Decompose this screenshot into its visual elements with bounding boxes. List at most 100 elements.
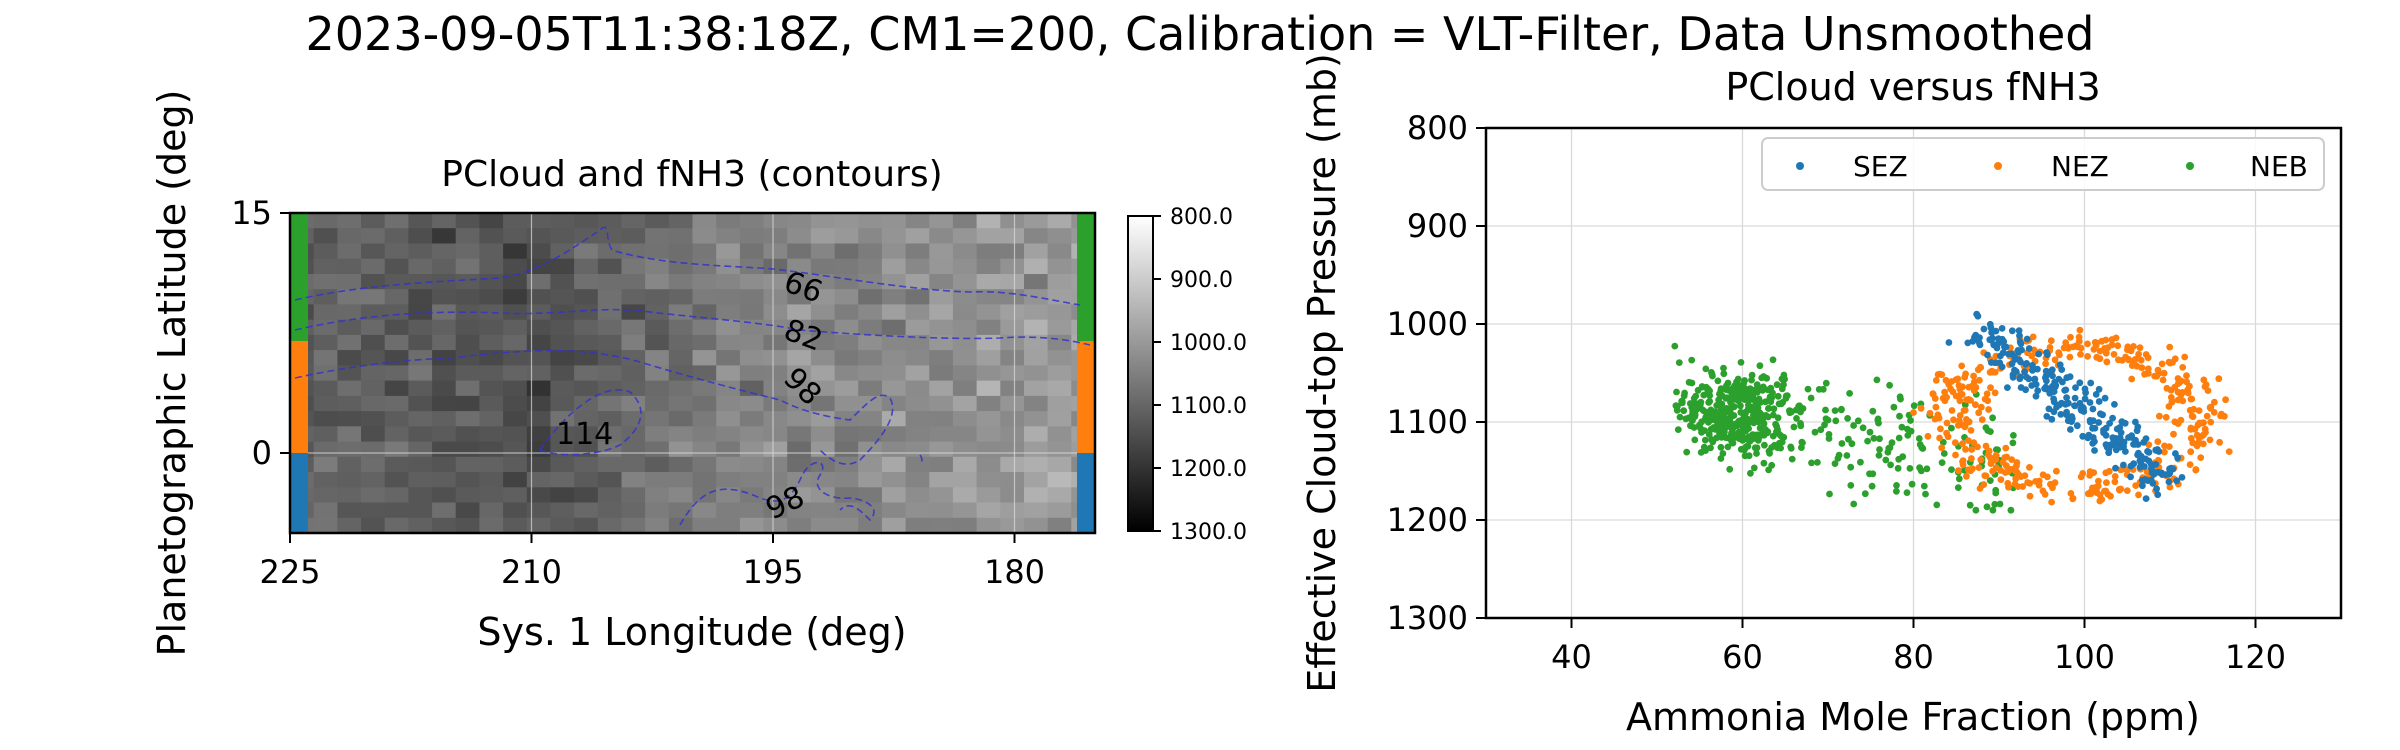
- scatter-point-neb: [1972, 506, 1980, 514]
- scatter-point-neb: [2009, 439, 2017, 447]
- scatter-point-neb: [1933, 501, 1941, 509]
- scatter-point-nez: [2051, 356, 2059, 364]
- heatmap-cell: [692, 258, 717, 275]
- heatmap-cell: [361, 456, 386, 473]
- heatmap-cell: [408, 426, 433, 443]
- scatter-point-sez: [2071, 394, 2079, 402]
- heatmap-cell: [479, 517, 504, 533]
- heatmap-cell: [787, 517, 812, 533]
- heatmap-cell: [361, 213, 386, 229]
- heatmap-cell: [597, 472, 623, 488]
- scatter-point-nez: [2222, 396, 2230, 404]
- scatter-legend: SEZ NEZ NEB: [1761, 137, 2325, 191]
- scatter-point-nez: [2171, 418, 2179, 426]
- scatter-point-neb: [1747, 469, 1754, 477]
- heatmap-cell: [858, 456, 883, 473]
- scatter-point-neb: [1671, 342, 1679, 350]
- scatter-point-neb: [1983, 503, 1991, 511]
- scatter-point-nez: [2177, 377, 2185, 385]
- scatter-point-neb: [1751, 431, 1759, 439]
- heatmap-cell: [810, 487, 836, 504]
- scatter-point-neb: [1773, 423, 1781, 430]
- heatmap-cell: [834, 228, 859, 244]
- heatmap-cell: [905, 456, 930, 473]
- heatmap-cell: [881, 350, 907, 366]
- heatmap-cell: [337, 441, 362, 458]
- heatmap-cell: [408, 213, 433, 229]
- heatmap-cell: [621, 380, 646, 397]
- latitude-band-bars: [290, 213, 1095, 533]
- heatmap-cell: [858, 426, 883, 443]
- heatmap-cell: [479, 426, 504, 443]
- scatter-point-sez: [2077, 406, 2085, 414]
- heatmap-cell: [645, 472, 670, 488]
- legend-label-neb: NEB: [2250, 150, 2308, 183]
- heatmap-cell: [976, 258, 1001, 275]
- heatmap-cell: [455, 441, 480, 458]
- heatmap-cell: [337, 304, 362, 321]
- heatmap-cell: [1024, 456, 1049, 473]
- heatmap-cell: [645, 441, 670, 458]
- heatmap-cell: [1000, 319, 1025, 336]
- scatter-point-neb: [1876, 435, 1883, 443]
- heatmap-cell: [929, 365, 954, 382]
- heatmap-cell: [384, 258, 409, 275]
- scatter-point-neb: [1826, 490, 1833, 498]
- scatter-point-sez: [2025, 345, 2033, 352]
- heatmap-cell: [810, 258, 836, 275]
- heatmap-cell: [455, 319, 480, 336]
- heatmap-cell: [645, 243, 670, 260]
- heatmap-cell: [337, 487, 362, 504]
- scatter-point-nez: [1952, 376, 1960, 383]
- scatter-point-neb: [1989, 414, 1996, 422]
- heatmap-cell: [739, 213, 765, 229]
- heatmap-cell: [881, 502, 907, 519]
- scatter-point-sez: [1998, 325, 2006, 332]
- scatter-point-nez: [2075, 337, 2083, 345]
- heatmap-cell: [313, 228, 338, 244]
- heatmap-cell: [905, 213, 930, 229]
- heatmap-cell: [361, 411, 386, 427]
- scatter-point-sez: [2084, 434, 2092, 442]
- scatter-point-nez: [1982, 442, 1990, 450]
- scatter-point-nez: [2086, 472, 2094, 479]
- heatmap-cell: [1047, 243, 1072, 260]
- heatmap-cell: [337, 243, 362, 260]
- scatter-point-neb: [1707, 413, 1715, 420]
- scatter-point-nez: [2207, 418, 2215, 426]
- heatmap-cell: [361, 334, 386, 351]
- heatmap-cell: [384, 319, 409, 336]
- heatmap-cell: [858, 472, 883, 488]
- heatmap-cell: [526, 365, 552, 382]
- scatter-point-nez: [2067, 333, 2074, 341]
- heatmap-cell: [787, 426, 812, 443]
- heatmap-cell: [929, 380, 954, 397]
- heatmap-cell: [550, 334, 575, 351]
- scatter-point-sez: [2144, 448, 2151, 455]
- heatmap-cell: [1047, 258, 1072, 275]
- heatmap-cell: [716, 334, 741, 351]
- heatmap-cell: [313, 380, 338, 397]
- scatter-point-sez: [2029, 367, 2036, 374]
- heatmap-cell: [952, 380, 978, 397]
- scatter-point-sez: [2135, 449, 2142, 457]
- heatmap-cell: [645, 426, 670, 443]
- scatter-point-neb: [1720, 370, 1728, 378]
- scatter-point-nez: [1977, 456, 1985, 463]
- heatmap-cell: [621, 304, 646, 321]
- heatmap-cell: [361, 441, 386, 458]
- scatter-point-sez: [2076, 379, 2084, 387]
- scatter-point-nez: [2210, 409, 2218, 416]
- scatter-point-neb: [1735, 428, 1743, 436]
- scatter-point-neb: [1993, 446, 2000, 453]
- heatmap-cell: [1024, 319, 1049, 336]
- scatter-point-nez: [2114, 342, 2122, 350]
- heatmap-cell: [384, 304, 409, 321]
- scatter-point-neb: [1715, 396, 1722, 404]
- scatter-point-nez: [1926, 409, 1934, 417]
- scatter-point-nez: [2012, 467, 2019, 475]
- scatter-point-nez: [2092, 342, 2100, 349]
- heatmap-cell: [787, 441, 812, 458]
- scatter-point-neb: [1866, 470, 1873, 478]
- scatter-point-sez: [1999, 349, 2007, 357]
